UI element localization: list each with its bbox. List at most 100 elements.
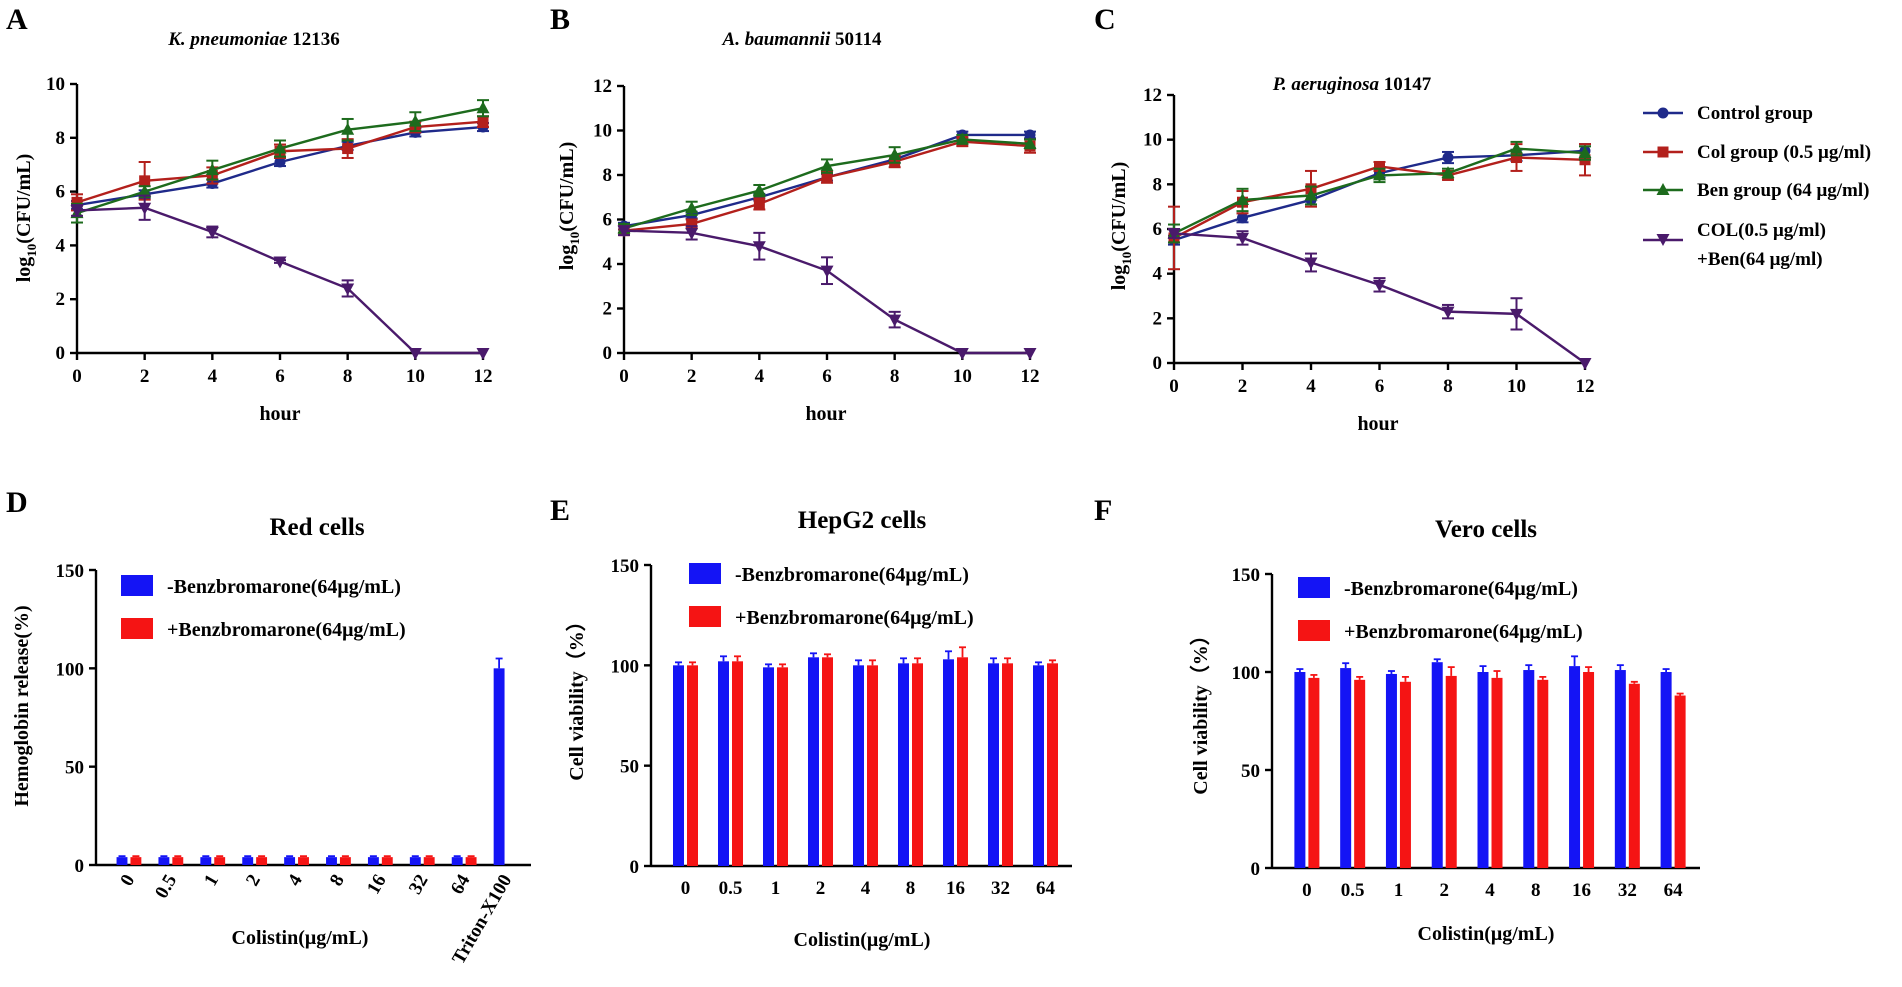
panel-b-data-point: [1023, 136, 1037, 149]
panel-e-bar: [763, 667, 774, 866]
panel-a-xtick-label: 4: [208, 366, 218, 387]
panel-a-xtick-label: 10: [406, 366, 425, 387]
panel-b-series-line: [623, 229, 1030, 355]
panel-e-bar: [988, 663, 999, 866]
panel-c-xtick-label: 6: [1375, 376, 1385, 397]
panel-f-bar: [1537, 679, 1549, 868]
panel-f-bar: [1354, 679, 1366, 868]
panel-a-data-point: [205, 163, 219, 176]
panel-f-legend-minus-label: -Benzbromarone(64μg/mL): [1344, 578, 1578, 600]
panel-e-ytick-label: 100: [611, 656, 640, 677]
panel-b-xtick-label: 8: [890, 366, 900, 387]
panel-d-bar: [326, 857, 337, 865]
panel-f-bar: [1583, 672, 1595, 868]
panel-b-data-point: [821, 171, 833, 183]
panel-c-title: P. aeruginosa 10147: [1272, 74, 1432, 95]
panel-e-xlabel: Colistin(μg/mL): [794, 929, 931, 951]
panel-c-series-1: [1168, 143, 1591, 246]
panel-e-bar: [912, 663, 923, 866]
panel-e-legend-minus-label: -Benzbromarone(64μg/mL): [735, 564, 969, 586]
panel-a-xtick-label: 12: [474, 366, 493, 387]
panel-d-bar: [423, 857, 435, 865]
panel-f-xtick-label: 4: [1485, 880, 1495, 901]
legend-combo-marker: [1656, 234, 1670, 246]
panel-d-bar: [158, 857, 170, 865]
panel-c-ytick-label: 12: [1143, 85, 1162, 106]
panel-a-ytick-label: 10: [46, 74, 65, 95]
panel-f-bar: [1674, 695, 1686, 868]
panel-e-legend-plus-swatch: [689, 606, 721, 627]
panel-d-bar: [381, 857, 393, 865]
panel-b-ytick-label: 8: [603, 165, 613, 186]
panel-a-ylabel-unit: (CFU/mL): [13, 154, 35, 244]
legend-ben-marker: [1656, 183, 1670, 195]
panel-b-ytick-label: 0: [603, 343, 613, 364]
panel-c-data-point: [1441, 306, 1455, 319]
panel-e-ytick-label: 0: [630, 857, 640, 878]
panel-d-bar: [130, 857, 142, 865]
panel-d-xtick-label: 0.5: [151, 871, 181, 902]
panel-d-xtick-label: 8: [326, 871, 349, 890]
panel-b-data-point: [753, 198, 765, 210]
panel-a-data-point: [205, 226, 219, 239]
panel-d-xtick-label: 32: [405, 871, 433, 898]
panel-e-xtick-label: 32: [991, 878, 1010, 899]
panel-d-xtick-label: 2: [242, 871, 265, 890]
panel-e-bar: [943, 659, 954, 866]
panel-d-ytick-label: 0: [75, 856, 85, 877]
panel-b-data-point: [955, 132, 969, 145]
panel-d-bar: [214, 857, 226, 865]
panel-e-legend-minus-swatch: [689, 563, 721, 584]
panel-a-xtick-label: 6: [275, 366, 285, 387]
legend-combo-label-line1: COL(0.5 μg/ml): [1697, 220, 1826, 241]
panel-c-xtick-label: 10: [1507, 376, 1526, 397]
panel-d-xtick-label: 64: [447, 871, 475, 898]
panel-c-ytick-label: 2: [1153, 308, 1163, 329]
panel-e-xtick-label: 0: [681, 878, 691, 899]
panel-f-bar: [1445, 675, 1457, 868]
panel-f-legend-plus-swatch: [1298, 620, 1330, 641]
panel-d-bar: [451, 857, 463, 865]
panel-a-title-species: K. pneumoniae: [167, 29, 288, 50]
panel-b-data-point: [1024, 129, 1036, 141]
panel-f-bar: [1385, 673, 1397, 868]
panel-e-title: HepG2 cells: [798, 507, 927, 534]
panel-b-xtick-label: 4: [755, 366, 765, 387]
line-legend: Control group Col group (0.5 μg/ml) Ben …: [1643, 103, 1871, 270]
panel-a-ytick-label: 6: [56, 182, 66, 203]
panel-b-data-point: [685, 201, 699, 214]
panel-b-ylabel-unit: (CFU/mL): [556, 142, 578, 232]
panel-b-xlabel: hour: [805, 403, 846, 425]
panel-f-legend: -Benzbromarone(64μg/mL) +Benzbromarone(6…: [1298, 577, 1583, 643]
panel-f-ylabel: Cell viability（%）: [1189, 625, 1212, 794]
panel-e-xtick-label: 1: [771, 878, 781, 899]
panel-f-bar: [1523, 670, 1535, 868]
panel-a-data-point: [273, 141, 287, 154]
panel-b-data-point: [752, 241, 766, 254]
panel-e-bar: [673, 665, 684, 866]
panel-c-xtick-label: 0: [1169, 376, 1179, 397]
panel-e-bar: [808, 657, 819, 866]
panel-d-xtick-label: 0: [116, 871, 139, 890]
panel-a-xtick-label: 2: [140, 366, 150, 387]
panel-c-series-3: [1167, 140, 1592, 244]
panel-d-bar: [493, 668, 505, 865]
panel-e-xtick-label: 4: [861, 878, 871, 899]
legend-ben-label: Ben group (64 μg/ml): [1697, 180, 1869, 201]
panel-f-ytick-label: 100: [1232, 663, 1261, 684]
panel-b-data-point: [686, 218, 698, 230]
panel-f-bar: [1477, 672, 1489, 868]
panel-e-bar: [867, 665, 878, 866]
panel-f-legend-plus-label: +Benzbromarone(64μg/mL): [1344, 621, 1583, 643]
panel-c-data-point: [1304, 257, 1318, 270]
panel-d-xlabel: Colistin(μg/mL): [232, 927, 369, 949]
panel-b-ylabel-sub: 10: [567, 232, 582, 245]
panel-e-xtick-label: 64: [1036, 878, 1056, 899]
panel-b-data-point: [888, 147, 902, 160]
panel-b-ytick-label: 4: [603, 254, 613, 275]
panel-f-ytick-label: 0: [1251, 859, 1261, 880]
panel-b-xtick-label: 12: [1021, 366, 1040, 387]
panel-d-bar: [367, 857, 379, 865]
panel-a-data-point: [138, 184, 152, 197]
panel-f-title: Vero cells: [1435, 516, 1537, 543]
